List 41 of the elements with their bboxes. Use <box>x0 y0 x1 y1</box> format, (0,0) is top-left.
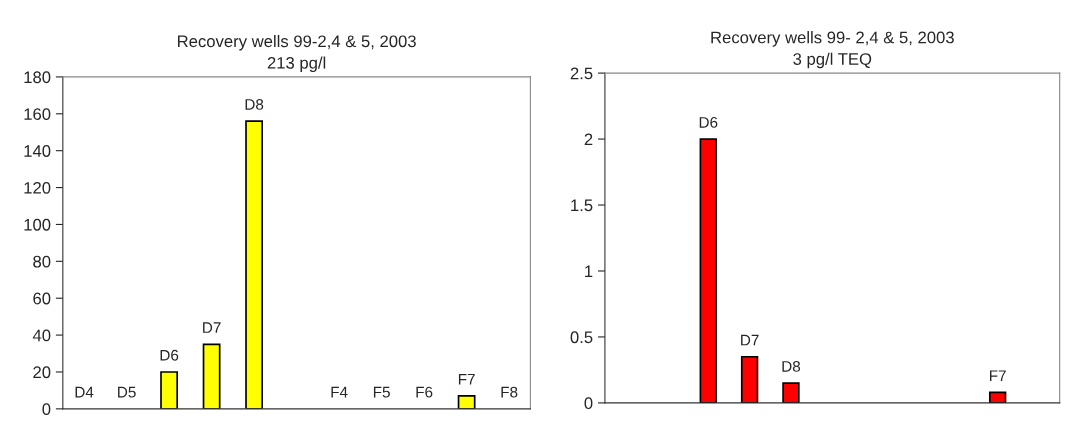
data-label: D8 <box>782 361 801 372</box>
bar <box>782 382 800 403</box>
bar <box>202 343 221 409</box>
data-label: F6 <box>416 386 433 398</box>
bar <box>457 395 476 409</box>
chart-title: Recovery wells 99- 2,4 & 5, 2003 <box>711 31 954 47</box>
data-label: F7 <box>458 373 475 385</box>
bar <box>740 355 759 403</box>
y-tick-label: 180 <box>24 71 51 84</box>
data-label: D7 <box>203 322 221 333</box>
data-label: D7 <box>741 334 759 346</box>
y-tick-label: 60 <box>33 292 51 305</box>
y-tick-label: 0.5 <box>570 331 593 344</box>
y-tick-label: 1 <box>585 265 593 278</box>
y-tick-label: 1.5 <box>571 199 593 212</box>
data-label: F7 <box>990 370 1006 381</box>
y-tick-label: 100 <box>24 218 51 231</box>
y-tick-label: 140 <box>24 145 51 157</box>
y-tick-label: 120 <box>24 181 51 194</box>
y-tick-label: 40 <box>32 329 51 342</box>
data-label: F5 <box>373 386 390 398</box>
data-label: D8 <box>245 99 264 110</box>
data-label: D6 <box>699 116 718 128</box>
y-tick-label: 2.5 <box>570 67 593 80</box>
data-label: D5 <box>118 386 136 398</box>
bar <box>699 138 717 403</box>
y-tick-label: 160 <box>24 108 51 121</box>
y-tick-label: 80 <box>33 255 51 268</box>
data-label: F4 <box>331 386 348 398</box>
chart-subtitle: 213 pg/l <box>267 56 326 73</box>
data-label: D4 <box>75 386 94 398</box>
bar <box>245 120 264 409</box>
y-tick-label: 20 <box>33 366 51 379</box>
chart-title: Recovery wells 99-2,4 & 5, 2003 <box>178 34 416 51</box>
data-label: D6 <box>160 349 179 361</box>
y-tick-label: 2 <box>584 133 593 146</box>
y-tick-label: 0 <box>584 397 593 410</box>
data-label: F8 <box>501 386 518 398</box>
bar <box>160 371 179 409</box>
chart-subtitle: 3 pg/l TEQ <box>793 52 872 69</box>
y-tick-label: 0 <box>42 403 51 416</box>
